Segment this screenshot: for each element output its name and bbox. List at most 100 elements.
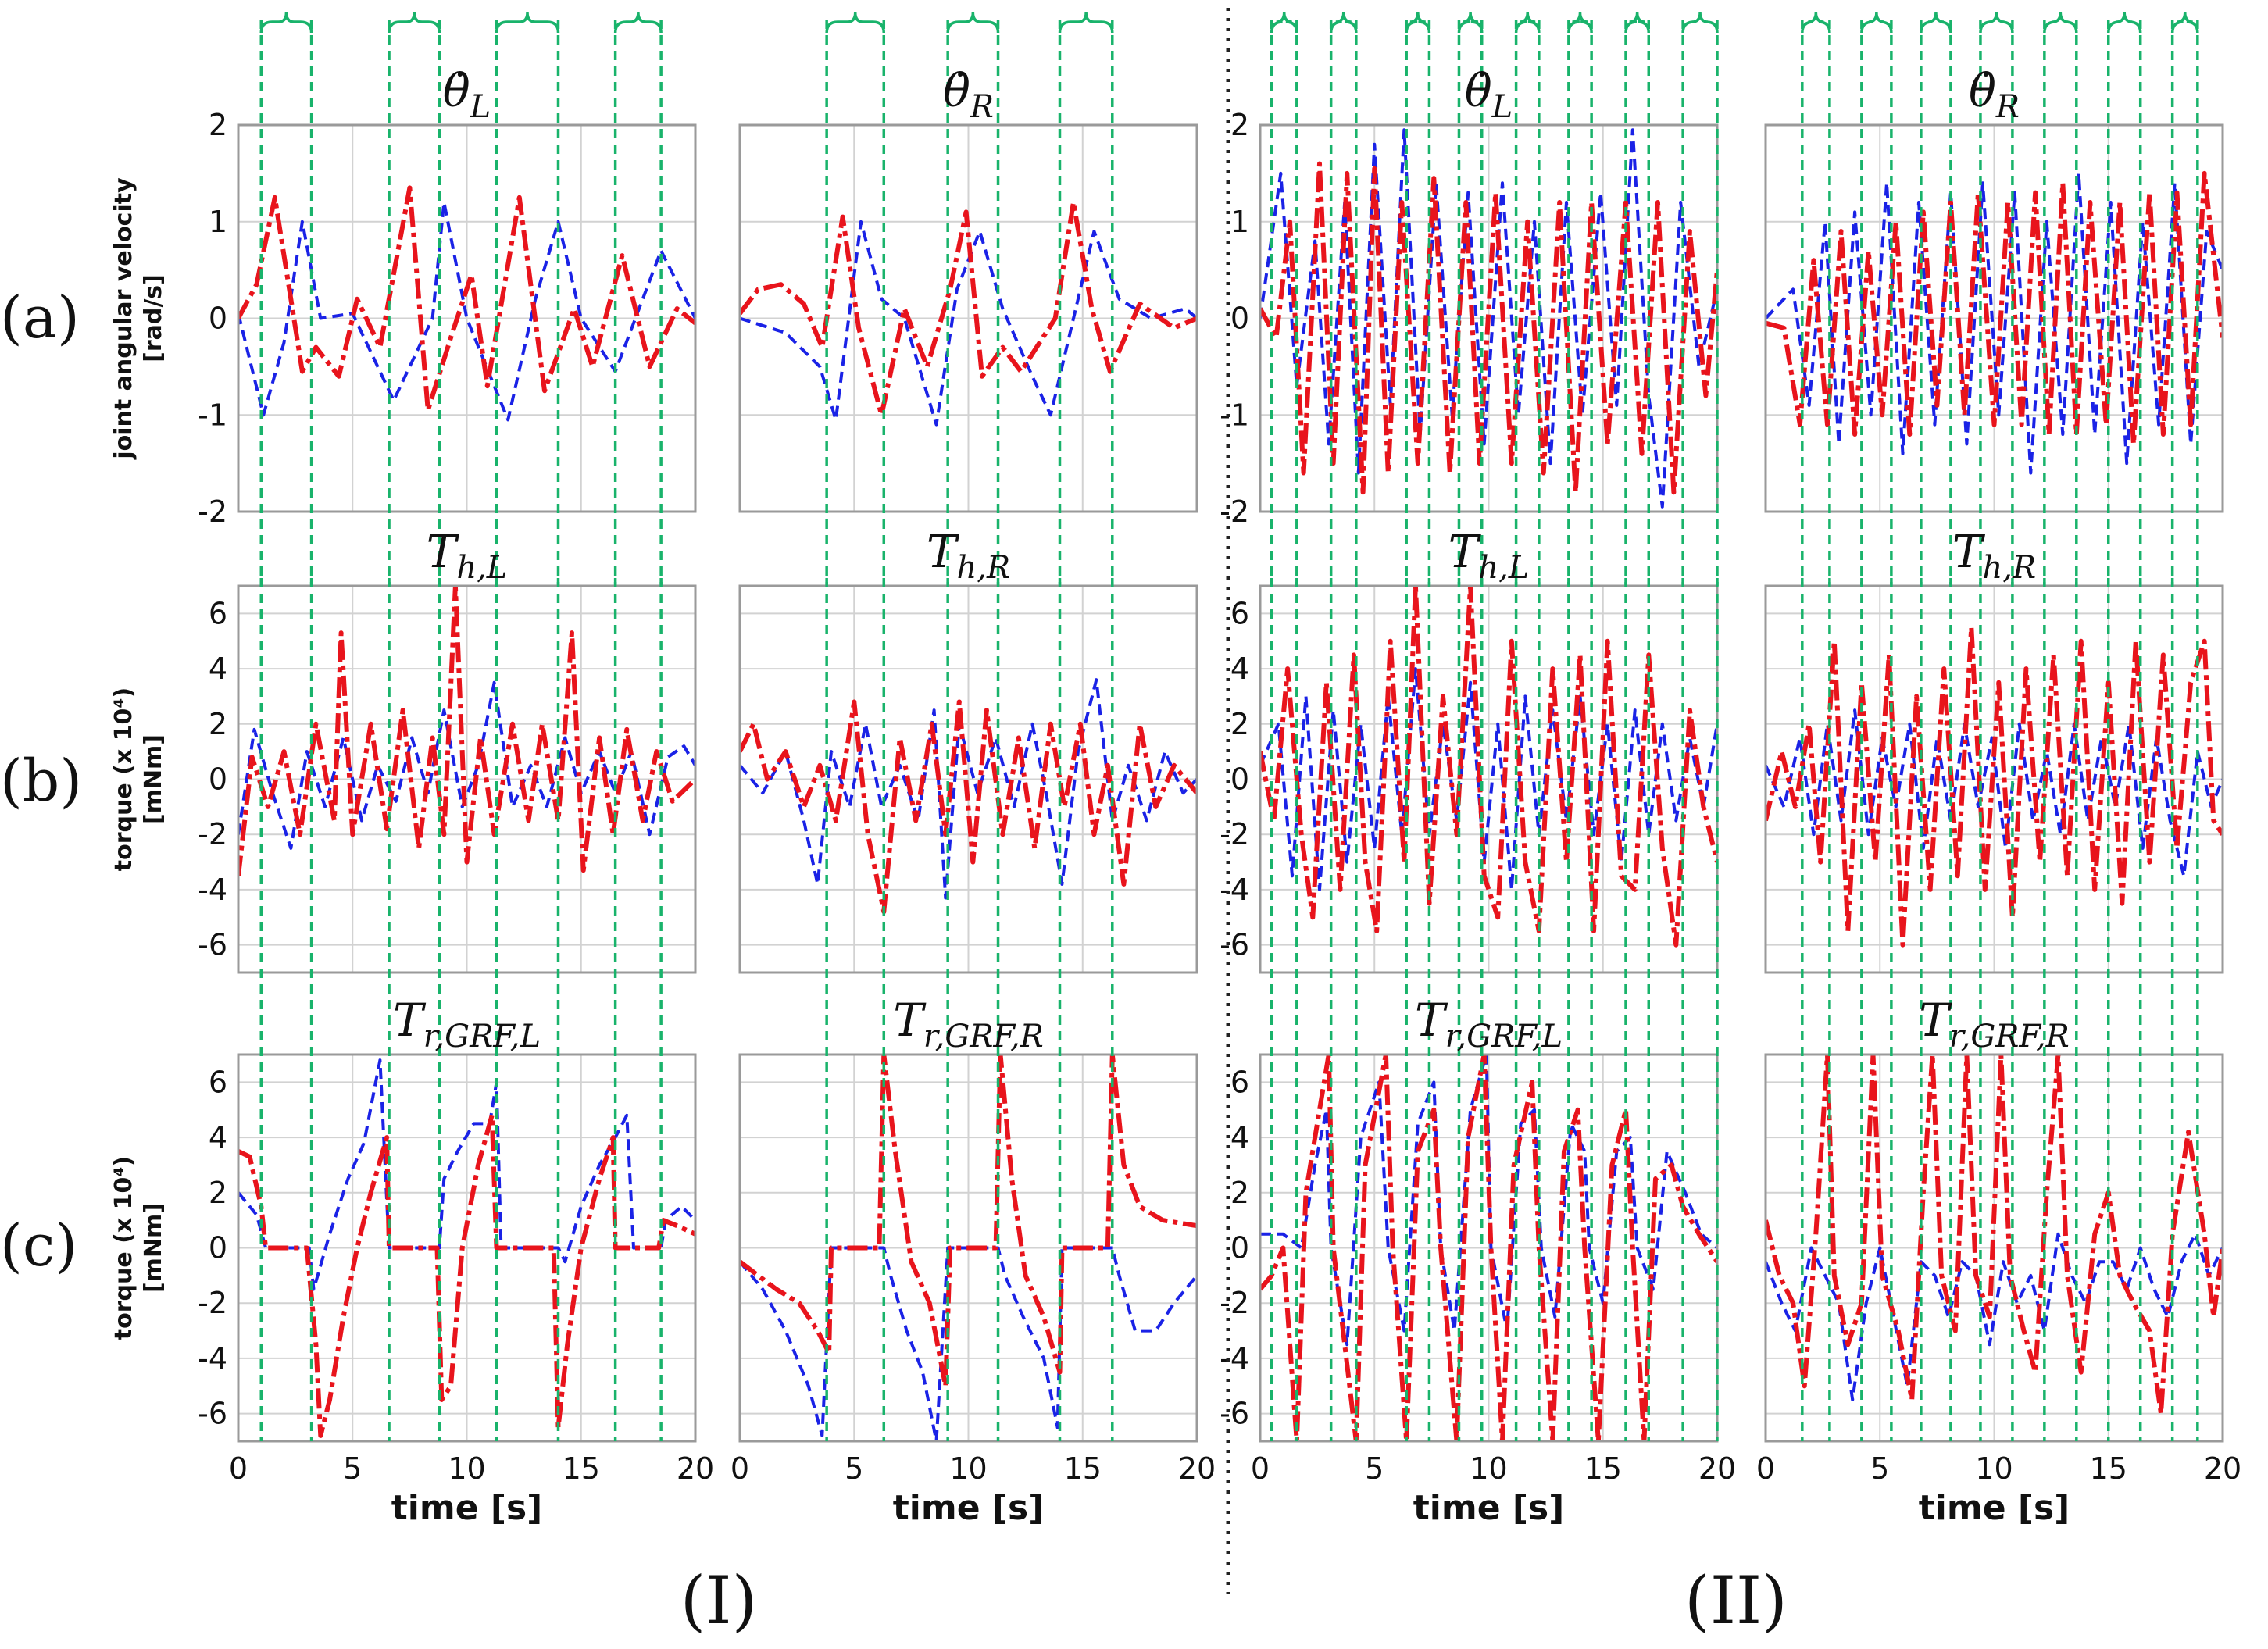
- panel-a-I-R-series-2-line: [740, 220, 1197, 427]
- group-label-II: (II): [1684, 1562, 1788, 1639]
- panel-a-II-R-stance-brace: [1979, 12, 2014, 34]
- panel-c-II-L-ytick-label: 0: [1230, 1231, 1249, 1265]
- panel-b-II-L-ytick-label: 0: [1230, 762, 1249, 797]
- panel-a-I-L-ytick-label: -2: [198, 494, 227, 529]
- panel-a-II-L-title-main: θ̇: [1465, 64, 1492, 117]
- panel-b-II-L-ytick-label: -4: [1220, 873, 1249, 907]
- panel-b-I-L-ytick-label: -4: [198, 873, 227, 907]
- panel-b-I-L-ylabel-line: torque (x 10⁴): [110, 687, 138, 871]
- panel-b-II-R-title-sub: h,R: [1983, 550, 2037, 586]
- panel-c-II-L-title: Tr,GRF,L: [1415, 994, 1563, 1055]
- panel-c-II-R-xtick-label: 10: [1975, 1451, 2013, 1486]
- panel-b-I-L-title: Th,L: [427, 525, 508, 586]
- panel-a-II-L-ytick-label: 2: [1230, 108, 1249, 142]
- panel-c-II-R-title: Tr,GRF,R: [1919, 994, 2070, 1055]
- panel-c-I-L-xtick-label: 20: [677, 1451, 714, 1486]
- panel-a-II-L-stance-brace: [1567, 12, 1593, 34]
- panel-a-II-R-series-2-line: [1766, 171, 2223, 475]
- panel-c-I-L-series-2-line: [238, 1058, 695, 1291]
- panel-b-II-L-title-sub: h,L: [1478, 550, 1529, 586]
- panel-a-I-L-ytick-label: 0: [209, 302, 227, 336]
- panel-b-II-L: 6 4 2 0 -2 -4 -6 Th,L: [1220, 525, 1719, 1047]
- panel-c-II-R: Tr,GRF,R 0 5 10 15 20 time [s]: [1756, 994, 2241, 1528]
- panel-a-I-R-series-1-line: [740, 200, 1197, 418]
- panel-a-II-L-plot-area: [1260, 128, 1717, 509]
- panel-b-II-L-plot-area: [1260, 586, 1717, 948]
- panel-c-I-L-title-main: T: [393, 994, 427, 1047]
- panel-c-I-R-xtick-label: 5: [845, 1451, 863, 1486]
- group-label-I: (I): [680, 1562, 758, 1639]
- panel-a-II-R: θ̇R: [1764, 12, 2224, 586]
- panel-a-II-R-frame: [1764, 123, 2224, 513]
- panel-b-II-L-ytick-label: 4: [1230, 651, 1249, 686]
- panel-a-II-L-ytick-label: 0: [1230, 302, 1249, 336]
- panel-b-I-L-frame: [237, 584, 697, 974]
- panel-a-II-L-stance-brace: [1405, 12, 1431, 34]
- panel-c-I-L-frame: [237, 1053, 697, 1443]
- panel-c-II-R-series-1-line: [1766, 1055, 2223, 1416]
- panel-b-II-R-title: Th,R: [1952, 525, 2036, 586]
- panel-c-II-R-frame: [1764, 1053, 2224, 1443]
- panel-b-II-L-series-1-line: [1260, 586, 1717, 948]
- panel-a-I-R-stance-brace: [825, 12, 886, 34]
- panel-c-I-R-title: Tr,GRF,R: [893, 994, 1044, 1055]
- panel-b-II-L-ytick-label: 2: [1230, 707, 1249, 741]
- panel-a-II-L: 2 1 0 -1 -2 θ̇L: [1220, 12, 1719, 586]
- panel-c-II-L-frame: [1259, 1053, 1719, 1443]
- panel-a-I-L-plot-area: [238, 185, 695, 422]
- panel-a-II-L-stance-brace: [1681, 12, 1719, 34]
- panel-a-II-L-ytick-label: 1: [1230, 205, 1249, 239]
- panel-c-I-L-title-sub: r,GRF,L: [423, 1019, 541, 1055]
- panel-c-I-R-title-main: T: [893, 994, 927, 1047]
- panel-c-II-L-ytick-label: -6: [1220, 1397, 1249, 1431]
- panel-c-I-L-ytick-label: -4: [198, 1341, 227, 1376]
- panel-b-II-L-ytick-label: 6: [1230, 596, 1249, 630]
- panel-b-I-L-ytick-label: 6: [209, 596, 227, 630]
- panel-a-I-L-stance-brace: [259, 12, 313, 34]
- panel-b-I-R-frame: [738, 584, 1198, 974]
- panel-b-I-L-title-main: T: [427, 525, 460, 578]
- panel-c-I-R-xtick-label: 10: [949, 1451, 987, 1486]
- panel-b-I-L-series-1-line: [238, 586, 695, 876]
- panel-a-I-R-stance-brace: [1058, 12, 1114, 34]
- panel-a-II-R-series-1-line: [1766, 170, 2223, 447]
- panel-b-II-L-ytick-label: -2: [1220, 817, 1249, 851]
- panel-c-I-L-series-1-line: [238, 1112, 695, 1438]
- panel-b-II-R-title-main: T: [1952, 525, 1986, 578]
- panel-b-II-L-ytick-label: -6: [1220, 928, 1249, 962]
- panel-a-II-R-title: θ̇R: [1969, 64, 2020, 125]
- panel-c-II-L-xtick-label: 10: [1470, 1451, 1507, 1486]
- panel-b-I-L: 6 4 2 0 -2 -4 -6 Th,L torque (x 10⁴) [mNm]: [110, 525, 697, 1047]
- panel-c-I-L-ylabel-line: torque (x 10⁴): [110, 1156, 138, 1340]
- panel-a-II-R-plot-area: [1766, 170, 2223, 475]
- panel-c-II-L-ytick-label: 2: [1230, 1176, 1249, 1210]
- panel-b-II-R-series-2-line: [1766, 708, 2223, 878]
- panel-a-I-R-stance-brace: [946, 12, 1000, 34]
- panel-c-II-L-title-sub: r,GRF,L: [1445, 1019, 1563, 1055]
- row-label-c: (c): [0, 1212, 77, 1280]
- panel-a-I-L-title-main: θ̇: [443, 64, 470, 117]
- panel-a-II-L-series-2-line: [1260, 128, 1717, 509]
- panel-b-I-L-ytick-label: -2: [198, 817, 227, 851]
- panel-c-I-L-xtick-label: 10: [448, 1451, 485, 1486]
- panel-b-I-L-ytick-label: 0: [209, 762, 227, 797]
- panel-c-II-R-plot-area: [1766, 1055, 2223, 1416]
- panel-c-II-L-xlabel: time [s]: [1413, 1488, 1565, 1528]
- panel-c-I-L-ytick-label: -2: [198, 1286, 227, 1320]
- panel-c-II-L-series-1-line: [1260, 1055, 1717, 1441]
- panel-a-I-R-title: θ̇R: [943, 64, 994, 125]
- panel-b-II-R-series-1-line: [1766, 625, 2223, 948]
- panel-b-II-R-frame: [1764, 584, 2224, 974]
- panel-c-II-L-ytick-label: -2: [1220, 1286, 1249, 1320]
- panel-c-I-L-xtick-label: 5: [343, 1451, 362, 1486]
- panel-c-I-L-ytick-label: -6: [198, 1397, 227, 1431]
- panel-a-I-L-series-2-line: [238, 201, 695, 422]
- panel-a-II-R-stance-brace: [1920, 12, 1952, 34]
- panel-c-II-L-ytick-label: -4: [1220, 1341, 1249, 1376]
- panel-c-II-L-ytick-label: 6: [1230, 1065, 1249, 1099]
- panel-c-II-R-xtick-label: 0: [1756, 1451, 1775, 1486]
